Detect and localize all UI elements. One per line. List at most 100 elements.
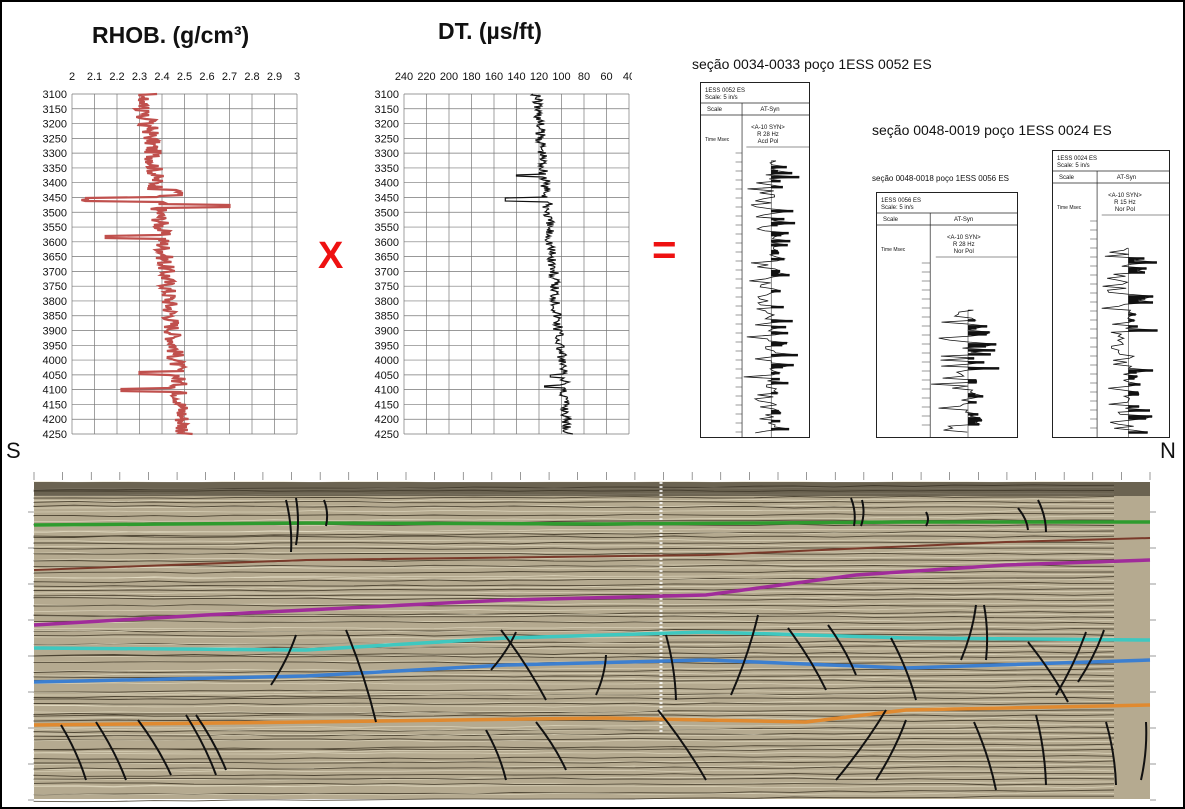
seismic-reflector <box>33 671 1115 677</box>
seismic-reflector <box>33 585 1115 590</box>
syn2-col2: AT-Syn <box>954 217 973 223</box>
seismic-reflector <box>33 628 1115 633</box>
fault-line <box>827 624 857 676</box>
section-label-main: seção 0034-0033 poço 1ESS 0052 ES <box>692 56 932 72</box>
dt-depth-label: 3100 <box>375 89 399 101</box>
seismic-reflector <box>33 629 1115 633</box>
seismic-reflector <box>33 682 1115 685</box>
syn1-col2: AT-Syn <box>760 107 779 113</box>
syn1-fill <box>771 325 787 329</box>
seismic-reflector <box>33 495 1115 500</box>
fault-line <box>60 724 87 781</box>
fault-line <box>890 637 917 701</box>
dt-depth-label: 3750 <box>375 281 399 293</box>
fault-line <box>490 631 517 671</box>
syn1-fill <box>771 331 789 335</box>
rhob-depth-label: 3150 <box>43 104 67 116</box>
seismic-top-band <box>34 482 1150 496</box>
seismic-reflector <box>33 784 1115 789</box>
dt-log-plot: 240 220 200 180 160 140 120 100 80 60 40 3100 3150 32… <box>375 71 632 438</box>
rhob-tick-label: 2.4 <box>154 71 169 83</box>
seismic-reflector <box>33 576 1115 584</box>
syn3-fill <box>1128 383 1141 386</box>
seismic-reflector <box>33 782 1115 786</box>
syn1-fill <box>771 217 785 221</box>
syn1-fill <box>771 273 790 277</box>
dt-tick-label: 60 <box>600 71 612 83</box>
fault-line <box>1027 641 1069 703</box>
syn1-fill <box>771 175 800 179</box>
seismic-reflector <box>33 498 1115 503</box>
horizon-line <box>33 520 1150 527</box>
fault-line <box>270 634 297 686</box>
seismic-reflector <box>33 691 1115 699</box>
syn2-fill <box>968 395 984 398</box>
section-label-right: seção 0048-0019 poço 1ESS 0024 ES <box>872 122 1112 138</box>
rhob-tick-label: 2.9 <box>267 71 282 83</box>
rhob-depth-label: 4250 <box>43 429 67 438</box>
fault-line <box>983 604 989 661</box>
seismic-header <box>6 460 1178 482</box>
seismic-reflector <box>33 739 1115 743</box>
syn3-fill <box>1128 371 1137 374</box>
syn1-fill <box>771 251 779 255</box>
equals-operator: = <box>652 226 677 273</box>
horizon-line <box>33 558 1151 627</box>
syn1-fill <box>771 231 789 235</box>
syn2-fill <box>968 353 991 356</box>
syn1-fill <box>771 271 779 275</box>
dt-depth-label: 3400 <box>375 178 399 190</box>
fault-line <box>835 709 887 781</box>
syn3-polarity: Nor Pol <box>1115 207 1135 213</box>
dt-tick-label: 220 <box>417 71 435 83</box>
rhob-depth-label: 4150 <box>43 399 67 411</box>
seismic-reflector <box>33 556 1115 561</box>
syn1-fill <box>771 377 780 381</box>
syn3-fill <box>1128 259 1135 262</box>
rhob-depth-label: 3100 <box>43 89 67 101</box>
seismic-reflector <box>33 582 1115 588</box>
seismic-reflector <box>33 689 1115 694</box>
fault-line <box>657 709 707 781</box>
syn2-fill <box>968 357 975 360</box>
seismic-reflector <box>33 795 1114 803</box>
syn3-fill <box>1128 377 1135 380</box>
fault-line <box>1077 629 1105 683</box>
syn2-fill <box>968 413 979 416</box>
syn3-fill <box>1128 325 1138 328</box>
syn1-fill <box>771 391 778 395</box>
seismic-reflector <box>33 728 1115 731</box>
rhob-depth-label: 4200 <box>43 414 67 426</box>
seismic-reflector <box>33 552 1115 556</box>
fault-line <box>345 629 377 723</box>
seismic-reflector <box>33 772 1115 777</box>
syn3-fill <box>1128 299 1139 302</box>
syn2-fill <box>968 423 980 426</box>
seismic-reflector <box>33 608 1115 612</box>
rhob-curve <box>81 92 231 436</box>
seismic-reflector <box>33 625 1115 630</box>
syn1-fill <box>771 257 785 261</box>
syn3-header: <A-10 SYN> <box>1108 193 1142 199</box>
rhob-depth-label: 3550 <box>43 222 67 234</box>
syn3-fill <box>1128 431 1148 434</box>
fault-line <box>500 629 547 701</box>
syn1-fill <box>771 319 793 323</box>
fault-line <box>860 499 865 527</box>
rhob-tick-label: 2.6 <box>199 71 214 83</box>
dt-depth-label: 4200 <box>375 414 399 426</box>
syn1-fill <box>771 343 783 347</box>
syn1-fill <box>771 411 781 415</box>
fault-line <box>185 714 217 776</box>
syn1-fill <box>771 239 791 243</box>
syn2-fill <box>968 325 988 328</box>
seismic-reflector <box>34 679 1115 682</box>
rhob-depth-label: 3350 <box>43 163 67 175</box>
syn3-fill <box>1128 257 1145 260</box>
syn3-fill <box>1128 301 1154 304</box>
syn2-fill <box>968 417 981 420</box>
dt-depth-label: 4150 <box>375 399 399 411</box>
syn3-fill <box>1128 409 1150 412</box>
fault-line <box>535 721 567 771</box>
